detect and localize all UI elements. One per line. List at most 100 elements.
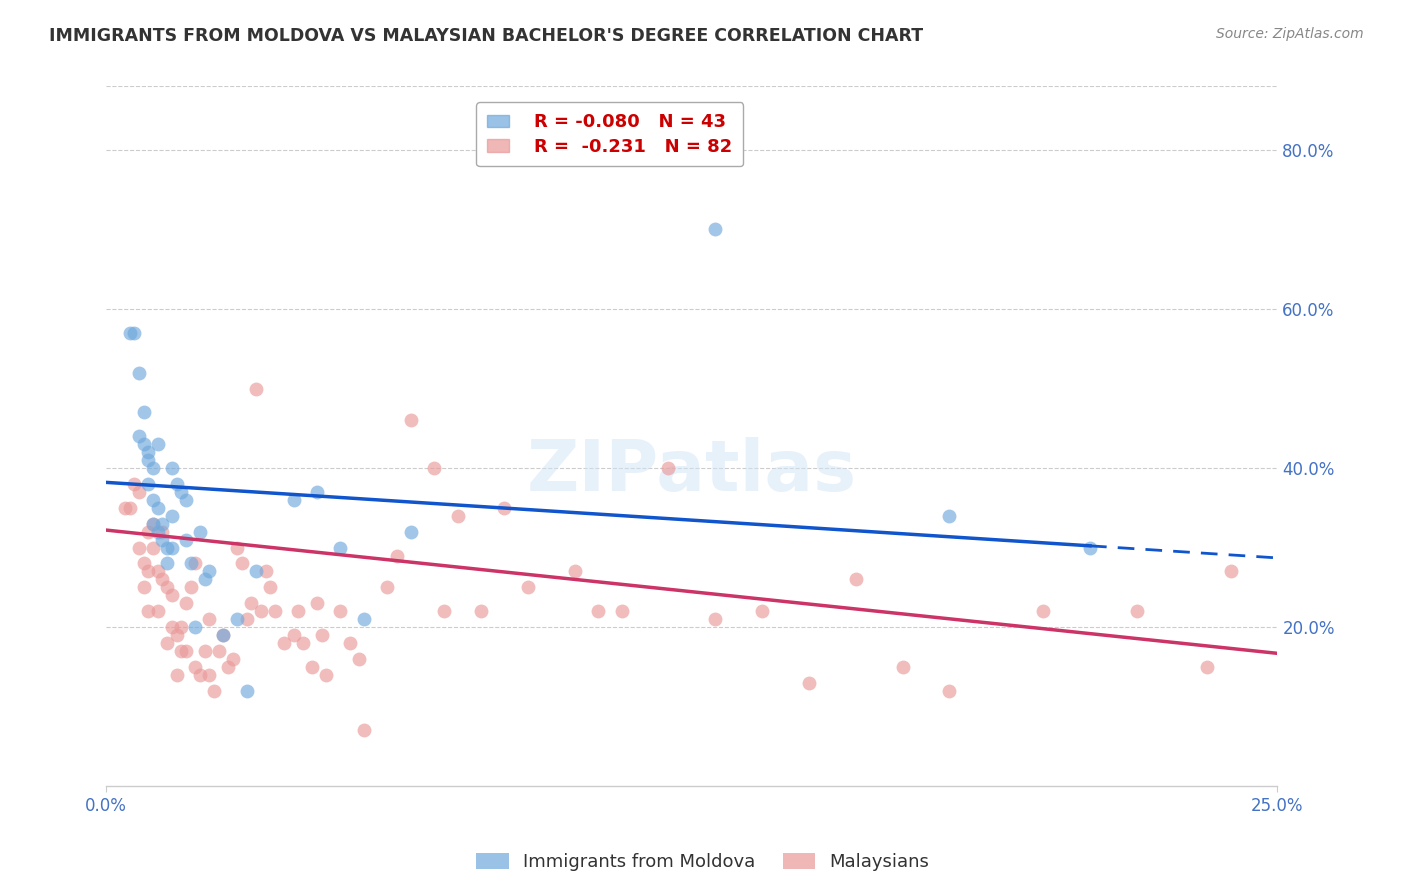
Point xyxy=(156,557,179,571)
Point xyxy=(259,580,281,594)
Point xyxy=(231,557,253,571)
Point xyxy=(160,461,183,475)
Point xyxy=(132,580,155,594)
Point xyxy=(250,604,273,618)
Point xyxy=(152,573,174,587)
Point xyxy=(146,500,169,515)
Point xyxy=(180,557,202,571)
Point xyxy=(236,683,259,698)
Point xyxy=(1032,604,1054,618)
Point xyxy=(142,492,165,507)
Point xyxy=(142,541,165,555)
Point xyxy=(494,500,516,515)
Point xyxy=(166,477,188,491)
Point xyxy=(1219,565,1241,579)
Point xyxy=(399,524,422,539)
Point xyxy=(751,604,773,618)
Point xyxy=(329,604,352,618)
Point xyxy=(245,565,267,579)
Point xyxy=(339,636,361,650)
Point xyxy=(124,326,146,340)
Point xyxy=(170,484,193,499)
Legend: Immigrants from Moldova, Malaysians: Immigrants from Moldova, Malaysians xyxy=(470,846,936,879)
Point xyxy=(222,652,245,666)
Point xyxy=(217,660,239,674)
Point xyxy=(128,541,150,555)
Point xyxy=(114,500,136,515)
Point xyxy=(160,620,183,634)
Legend: R = -0.080   N = 43, R =  -0.231   N = 82: R = -0.080 N = 43, R = -0.231 N = 82 xyxy=(477,103,744,167)
Point xyxy=(174,492,197,507)
Point xyxy=(184,660,207,674)
Point xyxy=(399,413,422,427)
Point xyxy=(446,508,468,523)
Point xyxy=(194,573,217,587)
Point xyxy=(138,565,160,579)
Text: IMMIGRANTS FROM MOLDOVA VS MALAYSIAN BACHELOR'S DEGREE CORRELATION CHART: IMMIGRANTS FROM MOLDOVA VS MALAYSIAN BAC… xyxy=(49,27,924,45)
Point xyxy=(291,636,314,650)
Point xyxy=(128,366,150,380)
Point xyxy=(432,604,454,618)
Point xyxy=(423,461,446,475)
Point xyxy=(146,604,169,618)
Point xyxy=(315,668,337,682)
Point xyxy=(1078,541,1101,555)
Point xyxy=(146,437,169,451)
Point xyxy=(146,565,169,579)
Point xyxy=(118,500,141,515)
Point xyxy=(273,636,295,650)
Point xyxy=(152,516,174,531)
Point xyxy=(891,660,914,674)
Point xyxy=(156,636,179,650)
Point xyxy=(138,445,160,459)
Point xyxy=(184,557,207,571)
Point xyxy=(170,620,193,634)
Point xyxy=(845,573,868,587)
Point xyxy=(184,620,207,634)
Point xyxy=(118,326,141,340)
Point xyxy=(128,484,150,499)
Point xyxy=(1126,604,1149,618)
Point xyxy=(470,604,492,618)
Point xyxy=(198,565,221,579)
Point xyxy=(704,612,727,626)
Point xyxy=(156,580,179,594)
Point xyxy=(188,524,211,539)
Point xyxy=(226,612,249,626)
Point xyxy=(305,484,328,499)
Point xyxy=(1197,660,1219,674)
Point xyxy=(166,628,188,642)
Point xyxy=(142,461,165,475)
Point xyxy=(586,604,609,618)
Point xyxy=(797,675,820,690)
Point xyxy=(160,541,183,555)
Point xyxy=(132,557,155,571)
Point xyxy=(347,652,370,666)
Point xyxy=(160,588,183,602)
Point xyxy=(142,516,165,531)
Point xyxy=(938,683,960,698)
Point xyxy=(353,723,375,738)
Point xyxy=(194,644,217,658)
Point xyxy=(564,565,586,579)
Point xyxy=(128,429,150,443)
Point xyxy=(138,524,160,539)
Point xyxy=(170,644,193,658)
Point xyxy=(385,549,408,563)
Point xyxy=(152,524,174,539)
Point xyxy=(174,644,197,658)
Point xyxy=(305,596,328,610)
Point xyxy=(132,437,155,451)
Point xyxy=(198,668,221,682)
Point xyxy=(142,516,165,531)
Point xyxy=(180,580,202,594)
Point xyxy=(610,604,633,618)
Point xyxy=(138,453,160,467)
Point xyxy=(156,541,179,555)
Point xyxy=(174,596,197,610)
Point xyxy=(152,533,174,547)
Point xyxy=(212,628,235,642)
Point xyxy=(283,492,305,507)
Point xyxy=(138,477,160,491)
Point xyxy=(245,382,267,396)
